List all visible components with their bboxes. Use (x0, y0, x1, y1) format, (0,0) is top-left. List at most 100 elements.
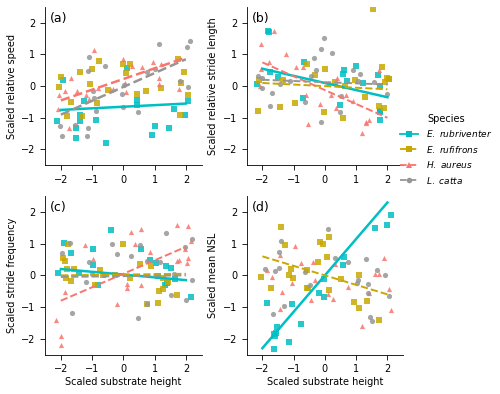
Point (290, 243, 298, 249)
Point (363, 298, 371, 305)
Point (131, 242, 139, 248)
Point (384, 91, 392, 97)
Point (108, 227, 116, 234)
Point (341, 83, 349, 89)
Point (146, 257, 154, 263)
Point (366, 314, 374, 320)
Point (152, 260, 160, 267)
Point (339, 115, 347, 121)
Point (184, 92, 192, 98)
Point (172, 292, 180, 298)
Point (99, 272, 107, 279)
Point (278, 289, 286, 295)
Point (254, 72, 262, 79)
Point (162, 263, 170, 269)
Point (55, 92, 63, 98)
Point (286, 271, 294, 278)
Point (298, 64, 306, 70)
Point (376, 82, 384, 89)
Point (188, 277, 196, 284)
Point (374, 67, 382, 73)
Point (320, 35, 328, 41)
Point (178, 80, 186, 86)
Point (278, 224, 285, 230)
Point (344, 259, 351, 266)
Point (176, 86, 184, 92)
Point (58, 76, 66, 83)
Y-axis label: Scaled stride frequency: Scaled stride frequency (7, 217, 17, 333)
Point (324, 225, 332, 232)
Point (96, 58, 104, 64)
Point (134, 109, 142, 115)
Point (256, 76, 264, 83)
Point (143, 301, 151, 307)
Point (320, 109, 328, 115)
Point (183, 260, 191, 266)
Point (70, 122, 78, 128)
Point (90, 47, 98, 53)
Point (303, 267, 311, 273)
Point (354, 277, 362, 283)
Point (281, 242, 289, 248)
Point (72, 135, 80, 141)
Point (188, 236, 196, 242)
Point (170, 106, 177, 112)
Point (316, 239, 324, 245)
Point (378, 63, 386, 70)
Point (371, 271, 379, 277)
Point (112, 251, 120, 258)
Point (159, 275, 167, 282)
Point (276, 80, 284, 87)
Point (137, 246, 145, 253)
Point (342, 92, 349, 98)
Point (303, 284, 311, 291)
Point (304, 121, 312, 127)
Point (156, 259, 164, 266)
Point (302, 268, 310, 275)
Point (354, 78, 362, 84)
Point (136, 260, 143, 267)
Point (272, 268, 280, 274)
Point (316, 290, 324, 296)
Point (67, 75, 75, 81)
Point (352, 279, 360, 286)
Point (152, 123, 160, 129)
Point (73, 88, 81, 95)
Point (70, 266, 78, 272)
Point (160, 286, 168, 292)
Point (311, 72, 319, 78)
Point (266, 69, 274, 75)
Point (122, 281, 130, 288)
Point (310, 276, 318, 282)
Point (290, 100, 298, 106)
Point (56, 84, 64, 90)
Point (76, 69, 84, 76)
Point (362, 256, 370, 263)
Point (54, 270, 62, 276)
Point (148, 132, 156, 138)
Point (257, 41, 265, 47)
Point (94, 100, 102, 106)
Point (127, 253, 135, 259)
Point (312, 67, 320, 73)
Point (91, 281, 99, 288)
Point (336, 109, 344, 115)
X-axis label: Scaled substrate height: Scaled substrate height (266, 377, 383, 387)
Point (362, 120, 370, 126)
Point (86, 80, 94, 87)
Point (58, 133, 66, 139)
Point (264, 28, 272, 34)
Point (364, 290, 372, 296)
Point (89, 256, 97, 262)
Point (94, 281, 102, 288)
Point (173, 222, 181, 229)
Point (286, 78, 294, 84)
Point (301, 98, 309, 105)
Point (118, 241, 126, 247)
Point (376, 317, 384, 323)
Point (134, 315, 142, 321)
Point (182, 246, 190, 253)
Y-axis label: Scaled relative stride length: Scaled relative stride length (208, 17, 218, 155)
Point (381, 272, 389, 278)
Point (352, 63, 360, 69)
